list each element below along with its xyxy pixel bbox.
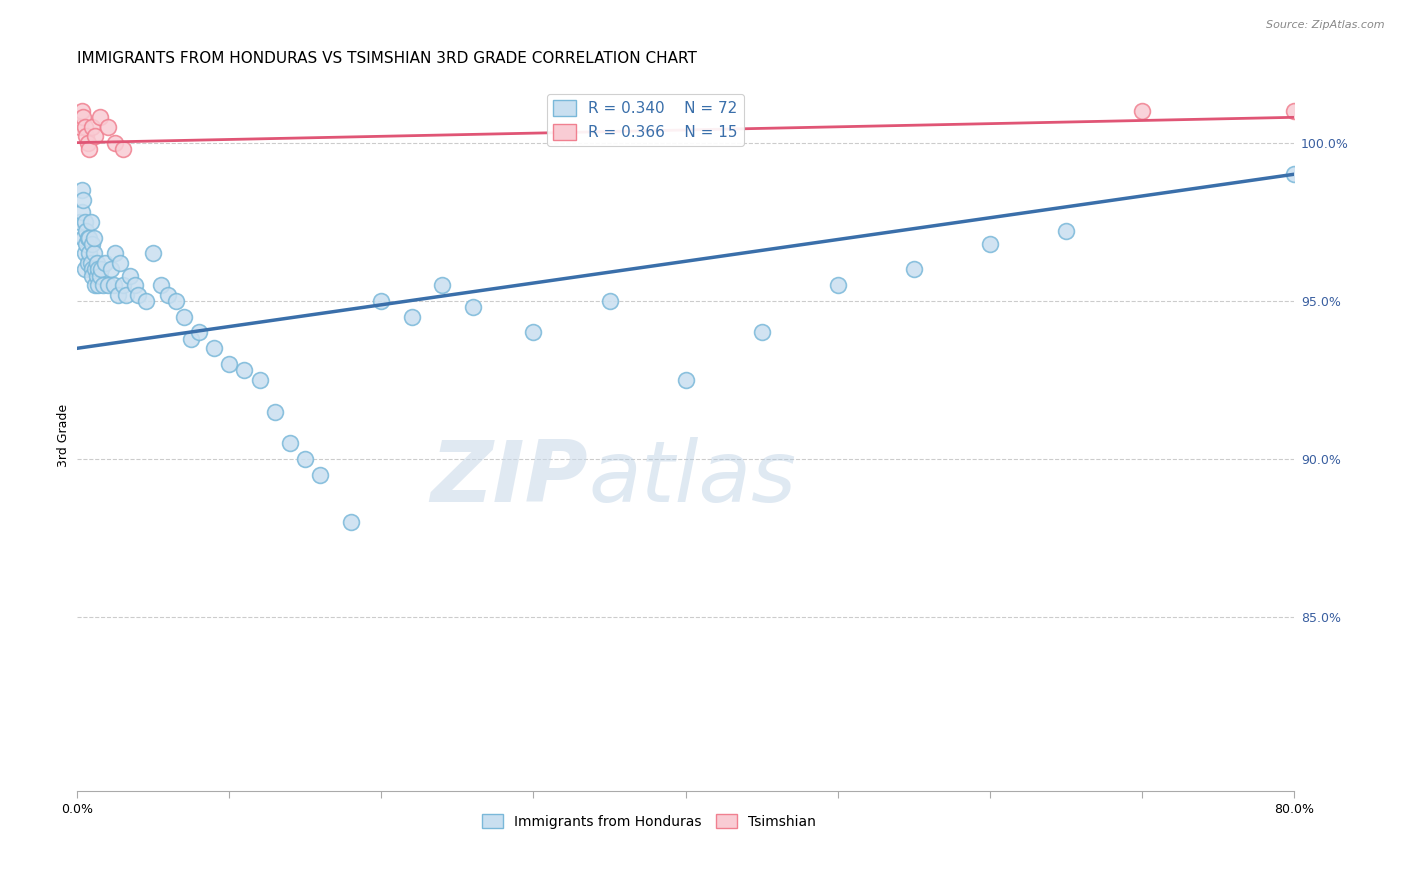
Point bbox=[73, 262, 96, 277]
Point bbox=[82, 236, 104, 251]
Point bbox=[1282, 167, 1305, 181]
Text: ZIP: ZIP bbox=[430, 436, 588, 519]
Point bbox=[84, 278, 107, 293]
Point bbox=[104, 246, 127, 260]
Point bbox=[827, 278, 849, 293]
Point bbox=[75, 129, 97, 144]
Point bbox=[165, 293, 187, 308]
Point bbox=[157, 287, 180, 301]
Point bbox=[84, 129, 107, 144]
Point bbox=[84, 262, 107, 277]
Point bbox=[82, 120, 104, 134]
Y-axis label: 3rd Grade: 3rd Grade bbox=[58, 404, 70, 467]
Point bbox=[249, 373, 271, 387]
Point bbox=[111, 278, 134, 293]
Point bbox=[309, 467, 332, 482]
Point bbox=[80, 256, 103, 270]
Point bbox=[979, 236, 1001, 251]
Point bbox=[127, 287, 149, 301]
Point bbox=[903, 262, 925, 277]
Point bbox=[149, 278, 172, 293]
Point bbox=[83, 230, 105, 244]
Point bbox=[120, 268, 142, 283]
Point bbox=[89, 268, 111, 283]
Point bbox=[79, 230, 101, 244]
Point bbox=[202, 341, 225, 355]
Point bbox=[70, 103, 93, 118]
Point bbox=[76, 230, 98, 244]
Point bbox=[751, 326, 773, 340]
Point bbox=[79, 142, 101, 156]
Point bbox=[87, 278, 110, 293]
Point bbox=[461, 300, 484, 314]
Point bbox=[278, 436, 301, 450]
Point bbox=[83, 246, 105, 260]
Point bbox=[72, 230, 94, 244]
Point bbox=[180, 332, 202, 346]
Point bbox=[107, 287, 129, 301]
Point bbox=[294, 452, 316, 467]
Point bbox=[80, 215, 103, 229]
Point bbox=[522, 326, 544, 340]
Point bbox=[233, 363, 256, 377]
Point bbox=[72, 193, 94, 207]
Legend: Immigrants from Honduras, Tsimshian: Immigrants from Honduras, Tsimshian bbox=[477, 808, 821, 834]
Point bbox=[70, 205, 93, 219]
Point bbox=[103, 278, 125, 293]
Point bbox=[401, 310, 423, 324]
Point bbox=[86, 268, 108, 283]
Text: Source: ZipAtlas.com: Source: ZipAtlas.com bbox=[1267, 20, 1385, 29]
Point bbox=[173, 310, 195, 324]
Point bbox=[100, 262, 122, 277]
Point bbox=[1054, 224, 1077, 238]
Point bbox=[89, 111, 111, 125]
Point bbox=[432, 278, 454, 293]
Point bbox=[108, 256, 131, 270]
Point bbox=[70, 183, 93, 197]
Point bbox=[370, 293, 392, 308]
Point bbox=[96, 278, 118, 293]
Point bbox=[91, 278, 114, 293]
Point bbox=[135, 293, 157, 308]
Point bbox=[87, 262, 110, 277]
Point bbox=[93, 256, 115, 270]
Point bbox=[142, 246, 165, 260]
Point bbox=[82, 268, 104, 283]
Point bbox=[73, 246, 96, 260]
Point bbox=[75, 236, 97, 251]
Point bbox=[69, 120, 91, 134]
Point bbox=[82, 262, 104, 277]
Text: IMMIGRANTS FROM HONDURAS VS TSIMSHIAN 3RD GRADE CORRELATION CHART: IMMIGRANTS FROM HONDURAS VS TSIMSHIAN 3R… bbox=[77, 51, 697, 66]
Point bbox=[76, 136, 98, 150]
Point bbox=[1130, 103, 1153, 118]
Point bbox=[73, 215, 96, 229]
Point bbox=[340, 516, 363, 530]
Point bbox=[263, 404, 285, 418]
Point bbox=[79, 246, 101, 260]
Point bbox=[73, 120, 96, 134]
Point bbox=[124, 278, 146, 293]
Point bbox=[111, 142, 134, 156]
Point bbox=[90, 262, 112, 277]
Point bbox=[72, 111, 94, 125]
Text: atlas: atlas bbox=[588, 436, 796, 519]
Point bbox=[69, 215, 91, 229]
Point bbox=[187, 326, 209, 340]
Point bbox=[96, 120, 118, 134]
Point bbox=[218, 357, 240, 371]
Point bbox=[75, 224, 97, 238]
Point bbox=[675, 373, 697, 387]
Point bbox=[104, 136, 127, 150]
Point bbox=[599, 293, 621, 308]
Point bbox=[114, 287, 136, 301]
Point bbox=[86, 256, 108, 270]
Point bbox=[76, 256, 98, 270]
Point bbox=[1282, 103, 1305, 118]
